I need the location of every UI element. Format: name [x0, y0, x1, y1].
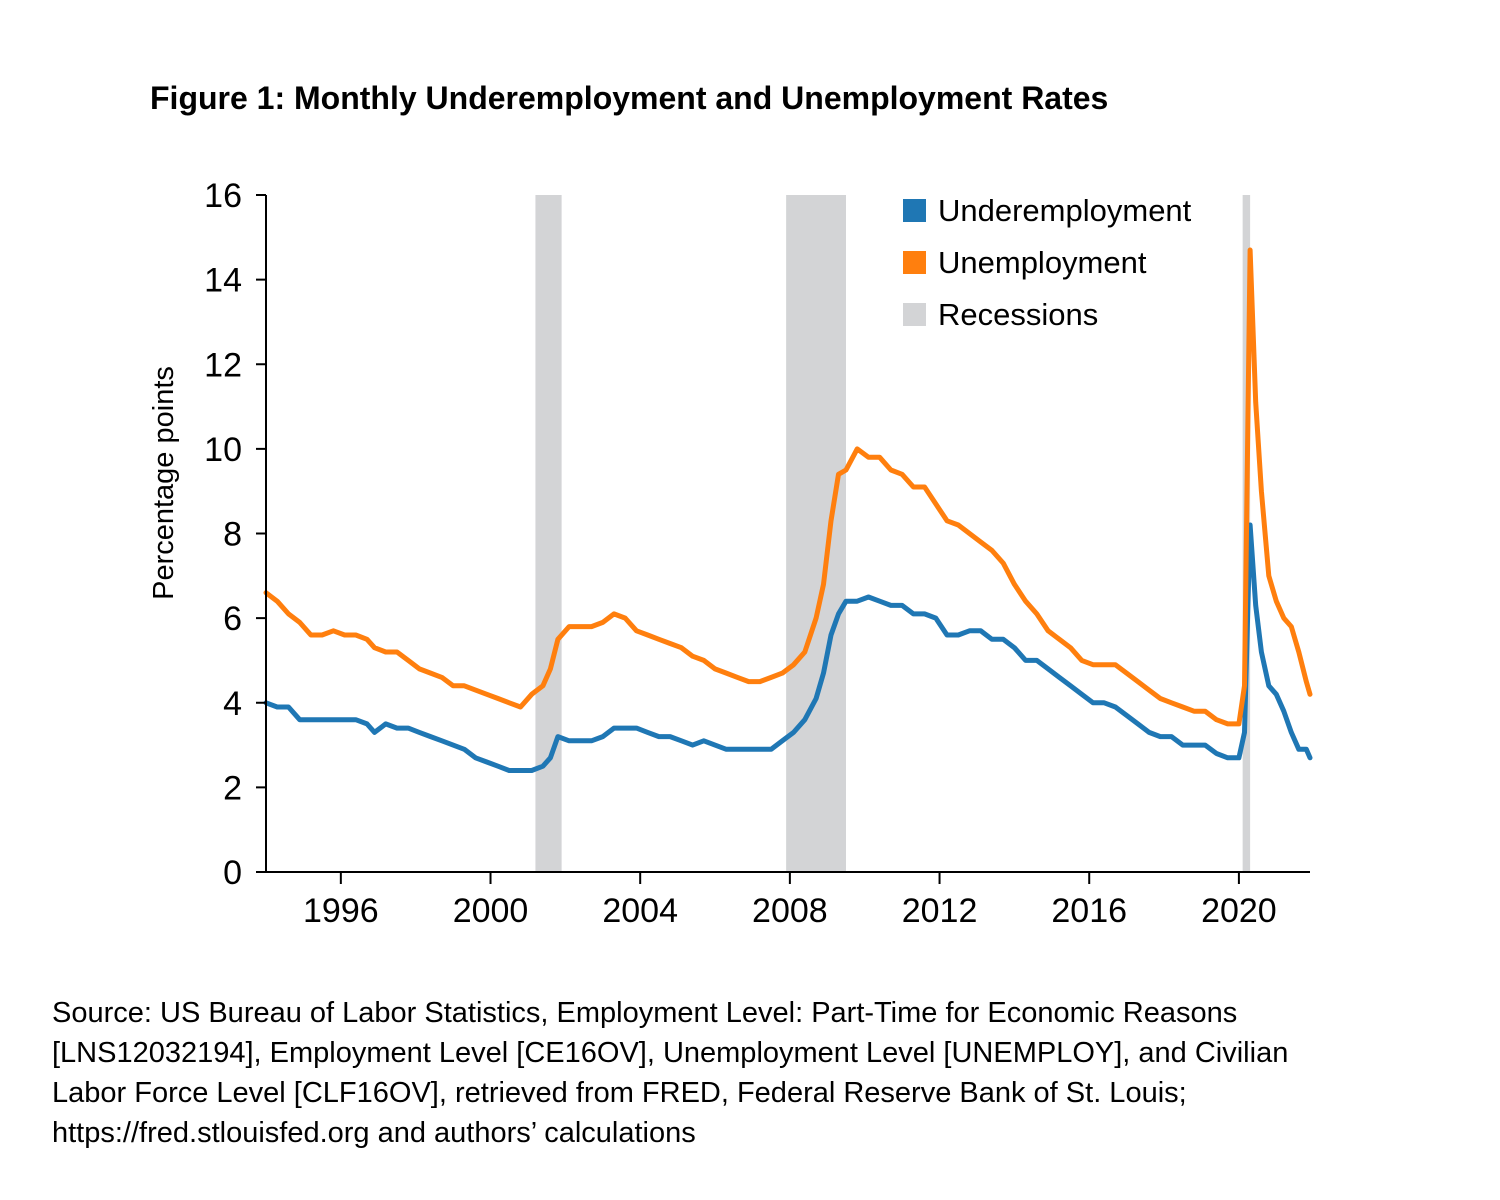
legend-label: Unemployment: [938, 245, 1147, 280]
legend-swatch: [903, 199, 926, 222]
recession-bands: [535, 195, 1251, 872]
recession-band: [786, 195, 846, 872]
x-tick-label: 1996: [303, 892, 379, 930]
series-lines: [263, 247, 1313, 773]
y-axis-label: Percentage points: [148, 366, 180, 600]
x-tick-label: 2012: [902, 892, 978, 930]
x-tick-label: 2008: [752, 892, 828, 930]
legend: Underemployment Unemployment Recessions: [903, 193, 1192, 332]
axes: 0 2 4 6 8 10 12 14 16 1996 2000 2004 2008 2012 2016 202…: [204, 177, 1310, 930]
x-tick-label: 2020: [1201, 892, 1277, 930]
legend-swatch: [903, 303, 926, 326]
x-tick-label: 2016: [1051, 892, 1127, 930]
source-line: Labor Force Level [CLF16OV], retrieved f…: [52, 1077, 1187, 1109]
unemployment-line: [263, 247, 1313, 727]
y-tick-label: 12: [204, 346, 242, 384]
y-tick-label: 2: [223, 769, 242, 807]
source-note: Source: US Bureau of Labor Statistics, E…: [52, 993, 1472, 1153]
legend-swatch: [903, 251, 926, 274]
recession-band: [535, 195, 562, 872]
y-tick-label: 16: [204, 177, 242, 215]
legend-label: Underemployment: [938, 193, 1192, 228]
legend-label: Recessions: [938, 297, 1098, 332]
y-tick-label: 8: [223, 516, 242, 554]
source-line: https://fred.stlouisfed.org and authors’…: [52, 1117, 696, 1149]
y-tick-label: 0: [223, 854, 242, 892]
source-line: [LNS12032194], Employment Level [CE16OV]…: [52, 1037, 1289, 1069]
chart-title: Figure 1: Monthly Underemployment and Un…: [150, 80, 1109, 116]
y-tick-label: 6: [223, 600, 242, 638]
y-tick-label: 14: [204, 262, 242, 300]
y-tick-label: 10: [204, 431, 242, 469]
x-tick-label: 2004: [602, 892, 678, 930]
chart: 0 2 4 6 8 10 12 14 16 1996 2000 2004 2008 2012 2016 202…: [148, 177, 1313, 930]
x-tick-label: 2000: [453, 892, 529, 930]
underemployment-line: [263, 522, 1313, 773]
source-line: Source: US Bureau of Labor Statistics, E…: [52, 997, 1238, 1029]
y-tick-label: 4: [223, 685, 242, 723]
